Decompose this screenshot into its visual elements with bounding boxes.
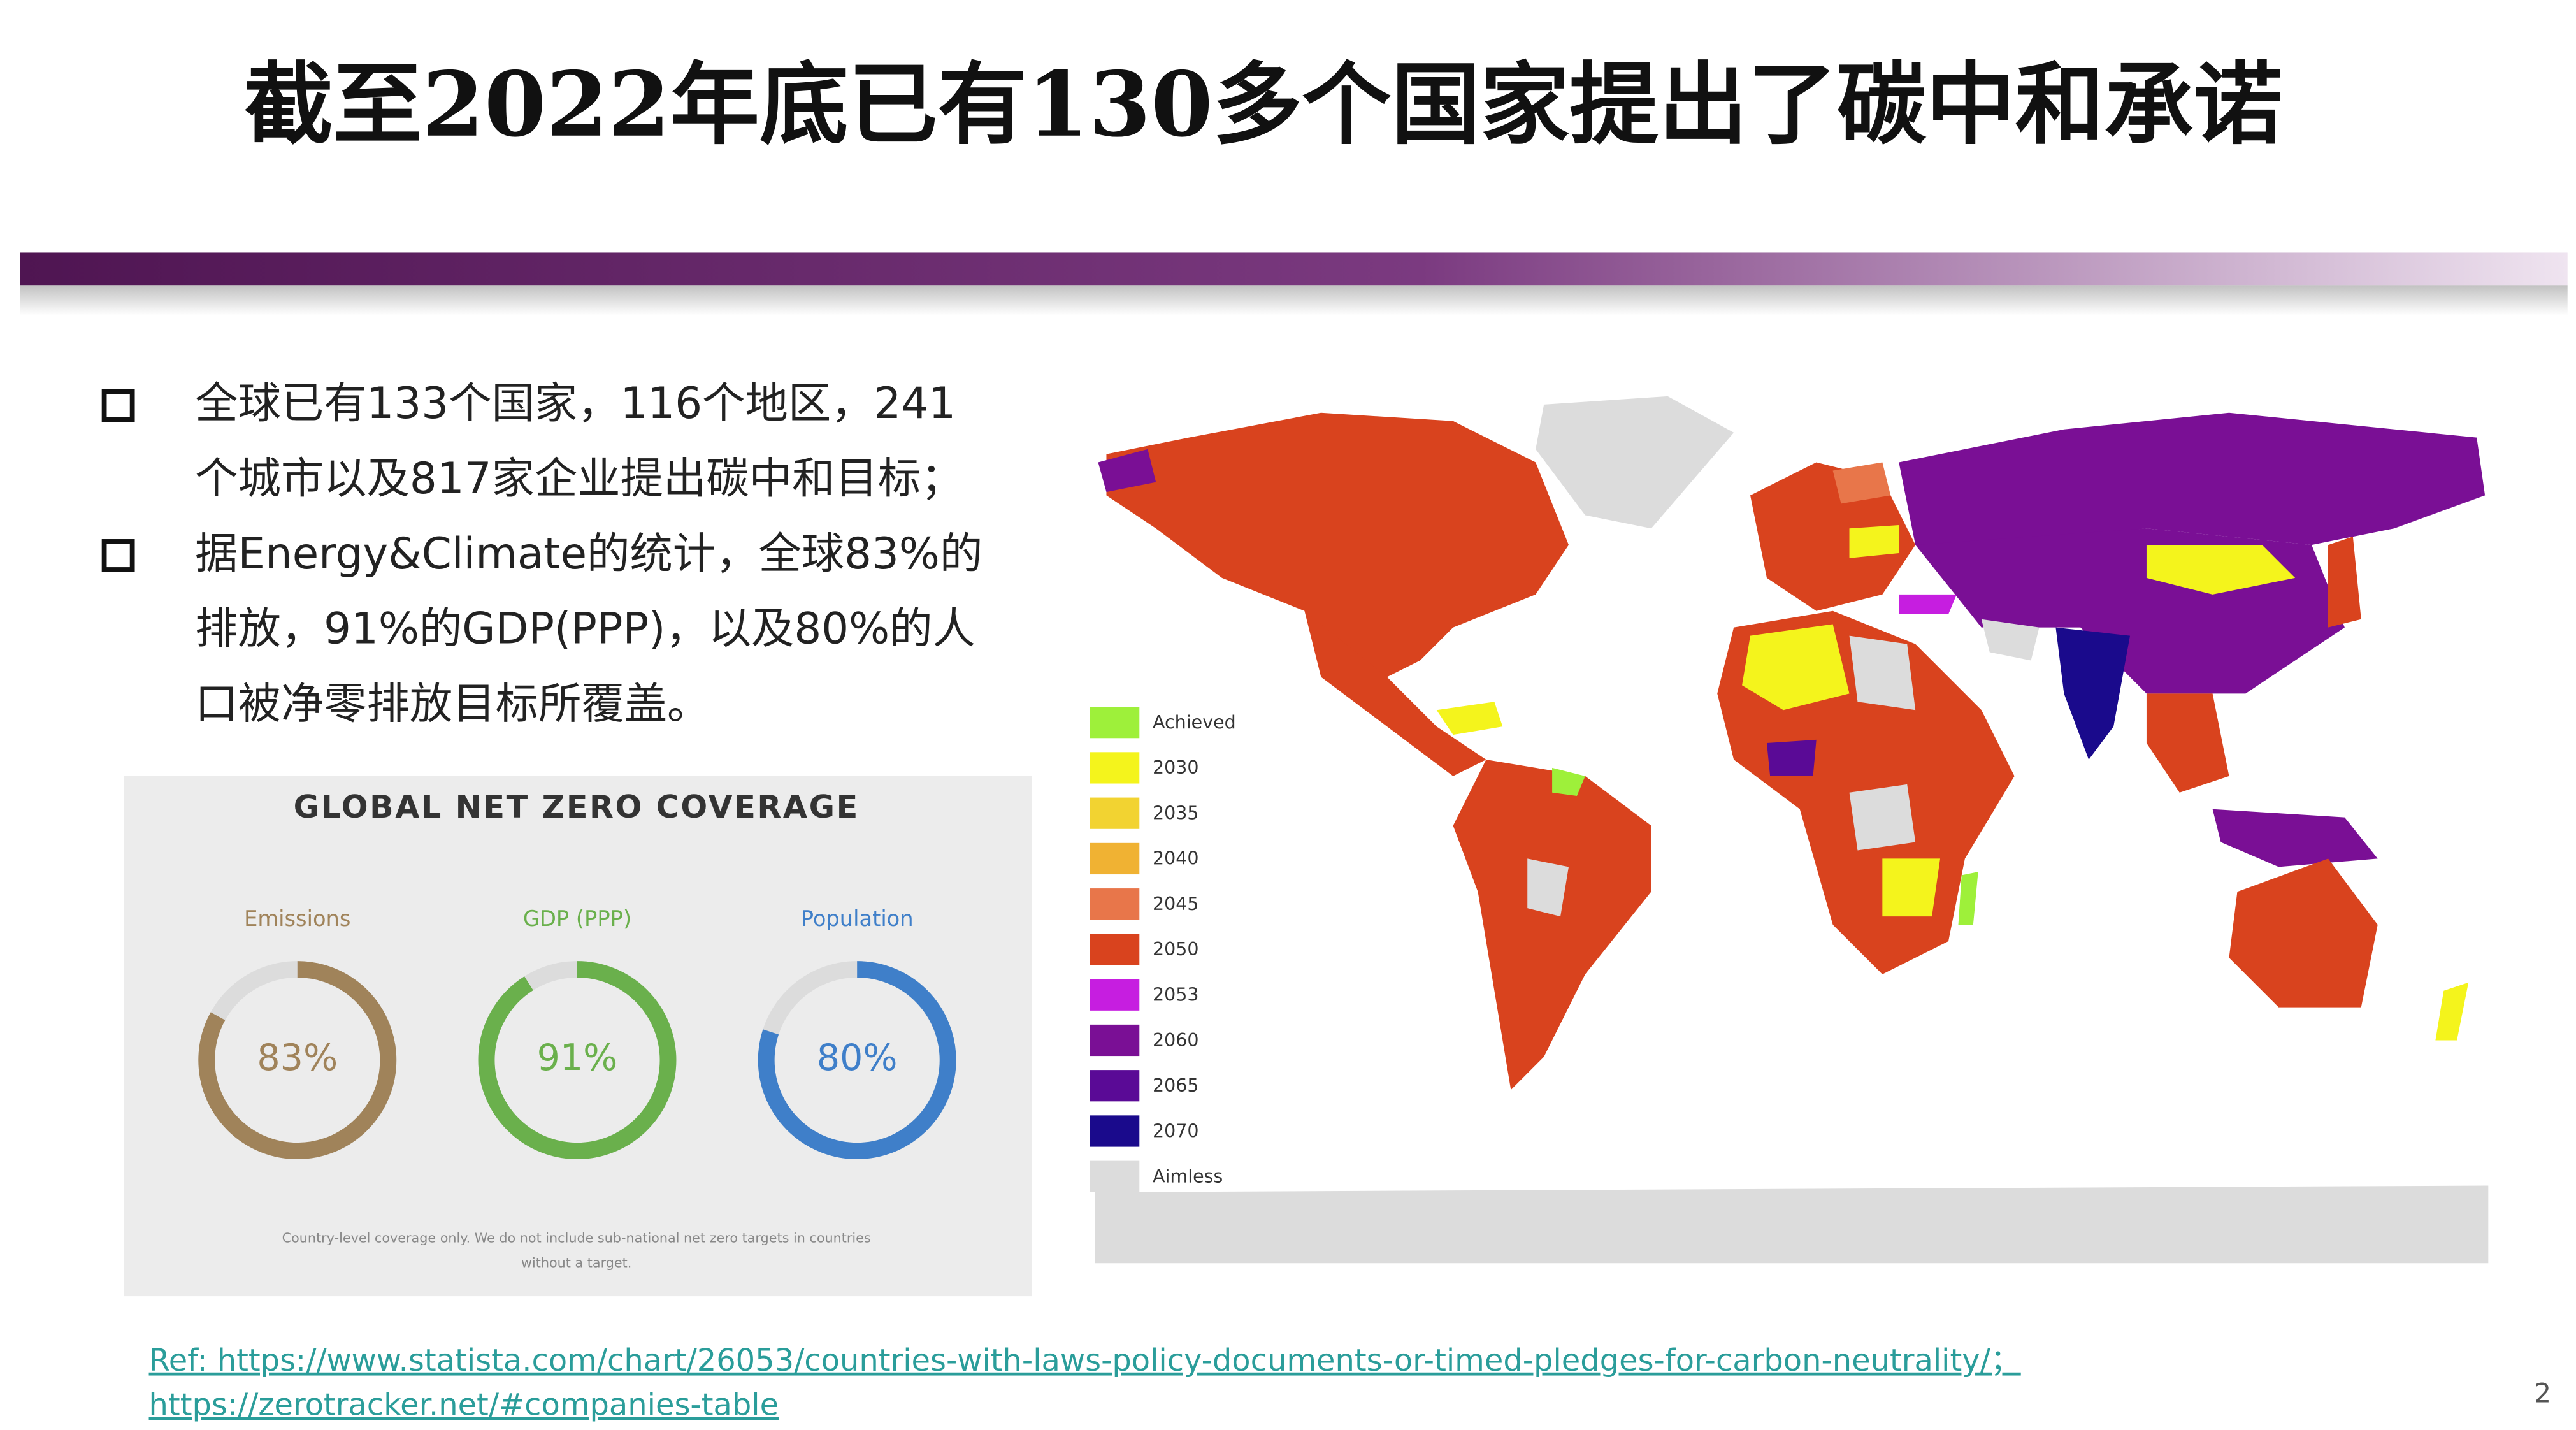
map-region — [1095, 1185, 2489, 1264]
band-shadow — [20, 285, 2568, 315]
legend-label: 2035 — [1153, 802, 1199, 823]
map-region — [1849, 525, 1899, 558]
slide-title: 截至2022年底已有130多个国家提出了碳中和承诺 — [244, 52, 2283, 157]
legend-label: Achieved — [1153, 712, 1236, 733]
map-region — [1899, 412, 2486, 545]
legend-swatch — [1090, 1160, 1140, 1192]
map-region — [1750, 462, 1916, 611]
map-region — [1958, 872, 1978, 925]
legend-label: 2045 — [1153, 893, 1199, 914]
bullet-text: 个城市以及817家企业提出碳中和目标； — [195, 453, 963, 503]
map-region — [1527, 858, 1569, 917]
map-legend: Achieved 2030 2035 2040 2045 2050 2053 2060 2065… — [1090, 707, 1236, 1192]
title-band — [20, 252, 2568, 286]
bullet-text: 全球已有133个国家，116个地区，241 — [195, 378, 956, 428]
coverage-note: Country-level coverage only. We do not i… — [282, 1230, 871, 1245]
legend-label: 2065 — [1153, 1075, 1199, 1096]
legend-label: 2070 — [1153, 1120, 1199, 1141]
reference-link[interactable]: https://zerotracker.net/#companies-table — [149, 1388, 779, 1423]
map-region — [2146, 693, 2229, 793]
map-region — [2055, 627, 2131, 760]
legend-swatch — [1090, 1115, 1140, 1147]
coverage-title: GLOBAL NET ZERO COVERAGE — [294, 788, 860, 825]
donut-arc — [758, 961, 956, 1160]
map-region — [2435, 982, 2469, 1041]
donut-value: 91% — [537, 1037, 618, 1079]
map-region — [1766, 739, 1817, 776]
legend-label: 2050 — [1153, 939, 1199, 960]
page-number: 2 — [2535, 1378, 2551, 1409]
map-region — [1981, 619, 2040, 661]
donut-value: 80% — [817, 1037, 898, 1079]
bullet-marker — [101, 539, 135, 572]
map-region — [1832, 462, 1891, 504]
legend-label: 2060 — [1153, 1030, 1199, 1051]
bullet-text: 据Energy&Climate的统计，全球83%的 — [195, 528, 982, 579]
legend-label: Aimless — [1153, 1166, 1223, 1187]
map-region — [1849, 635, 1916, 711]
reference-link[interactable]: Ref: https://www.statista.com/chart/2605… — [149, 1343, 2021, 1378]
bullet-text: 口被净零排放目标所覆盖。 — [195, 679, 710, 729]
map-region — [1882, 858, 1941, 917]
donut-label: Emissions — [244, 906, 350, 931]
legend-label: 2030 — [1153, 757, 1199, 778]
map-region — [1098, 449, 1156, 493]
map-region — [1742, 624, 1850, 711]
legend-swatch — [1090, 1024, 1140, 1057]
donut-arc — [478, 961, 677, 1160]
map-region — [1453, 759, 1651, 1090]
map-region — [1304, 610, 1486, 776]
donut-label: GDP (PPP) — [523, 906, 631, 931]
map-region — [2212, 809, 2378, 867]
map-region — [1106, 412, 1569, 677]
bullet-list: 全球已有133个国家，116个地区，241 个城市以及817家企业提出碳中和目标；… — [101, 378, 982, 729]
map-region — [1552, 767, 1585, 796]
bullet-marker — [101, 389, 135, 422]
legend-swatch — [1090, 934, 1140, 965]
legend-swatch — [1090, 1070, 1140, 1102]
legend-swatch — [1090, 707, 1140, 739]
legend-label: 2040 — [1153, 848, 1199, 869]
legend-swatch — [1090, 979, 1140, 1011]
donut-arc — [198, 961, 397, 1160]
map-region — [2229, 858, 2378, 1007]
bullet-text: 排放，91%的GDP(PPP)，以及80%的人 — [195, 603, 975, 654]
legend-label: 2053 — [1153, 985, 1199, 1006]
legend-swatch — [1090, 888, 1140, 920]
coverage-note: without a target. — [521, 1255, 631, 1270]
coverage-panel — [124, 776, 1032, 1297]
map-region — [1536, 396, 1734, 529]
map-region — [2146, 545, 2296, 595]
map-region — [1436, 702, 1503, 735]
donut-group: Emissions 83% GDP (PPP) 91% Population 80% — [198, 906, 956, 1160]
donut-value: 83% — [257, 1037, 338, 1079]
map-region — [2328, 537, 2361, 628]
legend-swatch — [1090, 752, 1140, 784]
legend-swatch — [1090, 842, 1140, 875]
donut-label: Population — [801, 906, 914, 931]
map-region — [1849, 784, 1916, 851]
legend-swatch — [1090, 797, 1140, 829]
map-region — [1899, 594, 1957, 614]
references: Ref: https://www.statista.com/chart/2605… — [149, 1343, 2021, 1423]
world-map — [1095, 396, 2489, 1264]
